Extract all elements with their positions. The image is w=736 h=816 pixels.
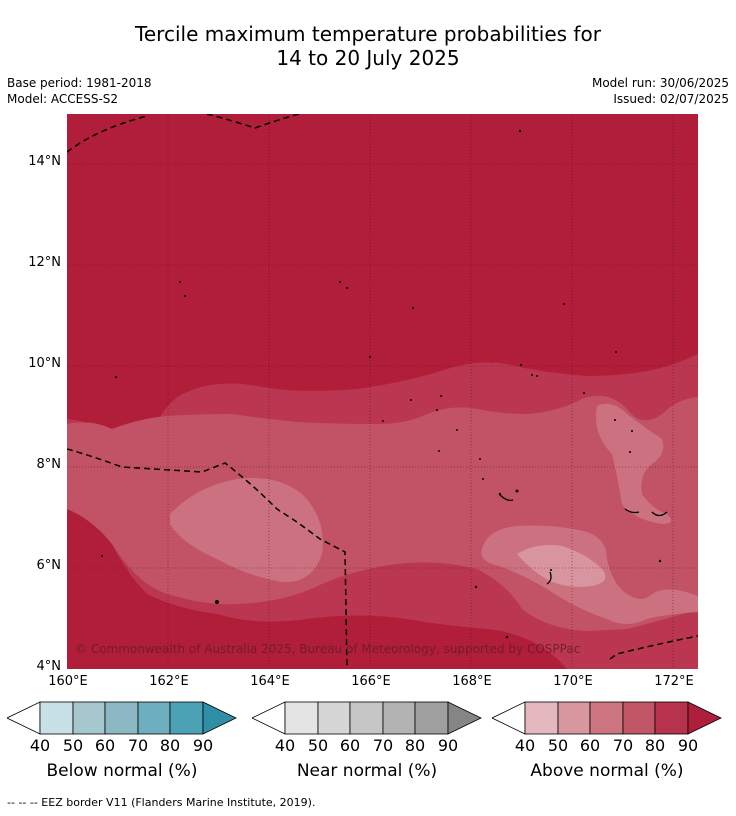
- tick-above-50: 50: [547, 736, 569, 755]
- lon-label-162e: 162°E: [149, 674, 189, 689]
- colorbar-below-segment-70: [137, 701, 171, 735]
- tick-above-60: 60: [579, 736, 601, 755]
- islands: [101, 129, 662, 639]
- lat-label-8n: 8°N: [36, 457, 62, 472]
- tick-above-80: 80: [644, 736, 666, 755]
- colorbar-below: [7, 701, 237, 735]
- map-panel: © Commonwealth of Australia 2025, Bureau…: [67, 114, 698, 669]
- colorbar-title-below: Below normal (%): [46, 761, 198, 781]
- tick-above-90: 90: [677, 736, 699, 755]
- tick-above-70: 70: [612, 736, 634, 755]
- tick-below-40: 40: [29, 736, 51, 755]
- colorbar-below-segment-80: [169, 701, 204, 735]
- colorbar-near-arrow-right: [447, 701, 482, 735]
- contour-60-west: [170, 478, 323, 583]
- tick-below-90: 90: [192, 736, 214, 755]
- lon-label-166e: 166°E: [351, 674, 391, 689]
- colorbar-below-arrow-left: [7, 701, 41, 735]
- lon-label-168e: 168°E: [452, 674, 492, 689]
- title-line-2: 14 to 20 July 2025: [276, 46, 460, 70]
- colorbar-below-arrow-right: [202, 701, 237, 735]
- colorbar-title-above: Above normal (%): [530, 761, 684, 781]
- eez-borders: [67, 114, 698, 669]
- tick-below-60: 60: [94, 736, 116, 755]
- lon-label-170e: 170°E: [553, 674, 593, 689]
- colorbar-below-segment-50: [72, 701, 106, 735]
- tick-above-40: 40: [514, 736, 536, 755]
- colorbar-near-segment-50: [317, 701, 351, 735]
- colorbar-above: [492, 701, 722, 735]
- tick-below-50: 50: [62, 736, 84, 755]
- colorbar-above-segment-70: [622, 701, 656, 735]
- lat-label-10n: 10°N: [28, 356, 61, 371]
- lat-label-6n: 6°N: [36, 558, 62, 573]
- lat-label-12n: 12°N: [28, 255, 61, 270]
- atoll-outlines: [498, 493, 668, 585]
- colorbar-above-arrow-left: [492, 701, 526, 735]
- lat-label-4n: 4°N: [36, 659, 62, 674]
- model-name: Model: ACCESS-S2: [7, 92, 119, 106]
- tick-near-50: 50: [307, 736, 329, 755]
- colorbar-near: [252, 701, 482, 735]
- contour-60-northeast: [596, 403, 671, 524]
- meta-left: Base period: 1981-2018 Model: ACCESS-S2: [7, 75, 152, 107]
- graticule: [67, 114, 698, 669]
- tick-below-70: 70: [127, 736, 149, 755]
- tick-near-60: 60: [339, 736, 361, 755]
- issued-date: Issued: 02/07/2025: [613, 92, 729, 106]
- tick-near-40: 40: [274, 736, 296, 755]
- colorbar-above-segment-60: [589, 701, 624, 735]
- copyright-note: © Commonwealth of Australia 2025, Bureau…: [75, 642, 580, 656]
- colorbar-near-segment-40: [284, 701, 319, 735]
- colorbar-below-segment-40: [39, 701, 74, 735]
- tick-near-70: 70: [372, 736, 394, 755]
- colorbar-near-segment-60: [349, 701, 384, 735]
- title-line-1: Tercile maximum temperature probabilitie…: [135, 22, 601, 46]
- tick-below-80: 80: [159, 736, 181, 755]
- colorbar-below-segment-60: [104, 701, 139, 735]
- colorbar-near-segment-80: [414, 701, 449, 735]
- colorbar-near-arrow-left: [252, 701, 286, 735]
- model-run: Model run: 30/06/2025: [591, 76, 729, 90]
- colorbar-above-arrow-right: [687, 701, 722, 735]
- eez-footnote: -- -- -- EEZ border V11 (Flanders Marine…: [7, 796, 316, 809]
- map-title: Tercile maximum temperature probabilitie…: [0, 22, 736, 70]
- tick-near-90: 90: [437, 736, 459, 755]
- lon-label-160e: 160°E: [48, 674, 88, 689]
- meta-right: Model run: 30/06/2025 Issued: 02/07/2025: [592, 75, 729, 107]
- colorbar-title-near: Near normal (%): [296, 761, 438, 781]
- lon-label-164e: 164°E: [250, 674, 290, 689]
- contour-50: [517, 545, 606, 587]
- lat-label-14n: 14°N: [28, 154, 61, 169]
- base-period: Base period: 1981-2018: [7, 76, 152, 90]
- colorbar-above-segment-40: [524, 701, 559, 735]
- tick-near-80: 80: [404, 736, 426, 755]
- colorbar-near-segment-70: [382, 701, 416, 735]
- colorbar-above-segment-80: [654, 701, 689, 735]
- lon-label-172e: 172°E: [654, 674, 694, 689]
- colorbar-above-segment-50: [557, 701, 591, 735]
